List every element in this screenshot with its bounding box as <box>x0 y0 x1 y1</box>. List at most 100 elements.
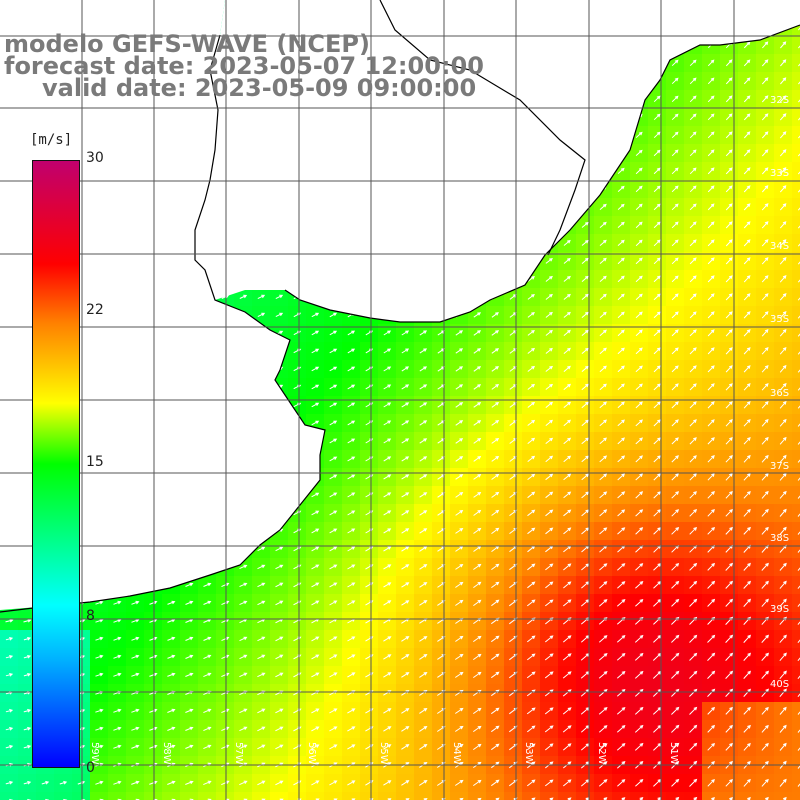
wind-arrow <box>725 131 733 139</box>
wind-arrow <box>707 149 715 157</box>
wind-arrow <box>761 275 769 283</box>
coastline <box>0 0 800 613</box>
wind-arrow <box>797 387 800 391</box>
wind-arrow <box>329 636 338 642</box>
wind-arrow <box>562 707 572 715</box>
wind-arrow <box>617 779 626 787</box>
wind-arrow <box>581 437 590 445</box>
wind-arrow <box>581 239 589 246</box>
wind-arrow <box>780 41 787 49</box>
wind-arrow <box>185 744 194 749</box>
wind-arrow <box>653 491 662 499</box>
wind-arrow <box>563 419 572 427</box>
wind-arrow <box>599 509 608 517</box>
wind-arrow <box>347 492 356 498</box>
wind-arrow <box>725 634 734 643</box>
wind-arrow <box>761 167 769 175</box>
wind-arrow <box>653 419 661 427</box>
wind-arrow <box>671 365 679 373</box>
wind-speed-cell <box>90 792 108 800</box>
wind-arrow <box>798 27 800 31</box>
wind-arrow <box>275 582 284 588</box>
wind-speed-cell <box>792 540 800 558</box>
wind-arrow <box>149 654 158 659</box>
wind-speed-cell <box>72 792 90 800</box>
wind-arrow <box>491 473 500 480</box>
wind-arrow <box>671 580 680 589</box>
wind-arrow <box>779 131 787 139</box>
wind-arrow <box>761 454 769 463</box>
wind-arrow <box>563 347 571 354</box>
wind-arrow <box>689 508 698 517</box>
wind-arrow <box>797 783 800 787</box>
longitude-label: 59W <box>89 742 100 765</box>
wind-arrow <box>383 348 392 354</box>
wind-arrow <box>761 113 769 121</box>
wind-arrow <box>5 655 14 659</box>
wind-arrow <box>779 670 787 680</box>
wind-arrow <box>401 672 410 678</box>
wind-arrow <box>149 672 158 677</box>
wind-arrow <box>707 365 715 373</box>
legend-tick-30: 30 <box>86 150 104 166</box>
wind-arrow <box>473 509 482 516</box>
wind-arrow <box>761 742 769 751</box>
wind-arrow <box>563 491 572 499</box>
wind-arrow <box>221 780 230 786</box>
wind-arrow <box>798 45 800 49</box>
wind-arrow <box>23 673 32 677</box>
wind-arrow <box>473 635 482 643</box>
wind-arrow <box>798 135 800 139</box>
wind-arrow <box>419 348 428 354</box>
wind-arrow <box>491 312 499 318</box>
wind-speed-cell <box>54 792 72 800</box>
wind-arrow <box>779 221 787 229</box>
wind-arrow <box>257 564 266 570</box>
wind-arrow <box>401 510 410 516</box>
wind-arrow <box>671 437 679 445</box>
wind-arrow <box>743 580 752 589</box>
wind-arrow <box>743 221 751 229</box>
wind-arrow <box>634 688 644 697</box>
wind-arrow <box>689 526 698 535</box>
wind-arrow <box>23 637 32 641</box>
wind-speed-cell <box>360 792 378 800</box>
wind-arrow <box>617 203 625 210</box>
wind-arrow <box>635 203 643 211</box>
wind-arrow <box>797 513 800 517</box>
wind-arrow <box>725 455 733 463</box>
wind-arrow <box>455 438 464 444</box>
wind-arrow <box>275 564 284 570</box>
title-valid-date: valid date: 2023-05-09 09:00:00 <box>42 74 477 102</box>
wind-arrow <box>477 797 482 800</box>
latitude-label: 40S <box>770 679 789 690</box>
wind-arrow <box>455 474 464 480</box>
wind-arrow <box>797 315 800 319</box>
wind-arrow <box>617 563 626 571</box>
wind-arrow <box>599 455 608 463</box>
wind-arrow <box>617 239 625 246</box>
wind-arrow <box>761 634 770 643</box>
wind-arrow <box>689 59 697 67</box>
wind-arrow <box>41 780 50 785</box>
wind-arrow <box>635 455 643 463</box>
wind-arrow <box>491 653 500 661</box>
color-legend: [m/s] 30 22 15 8 0 <box>0 128 120 778</box>
wind-arrow <box>401 564 410 570</box>
wind-arrow <box>311 528 320 534</box>
wind-arrow <box>689 634 698 643</box>
wind-arrow <box>617 383 625 391</box>
wind-arrow <box>545 365 554 372</box>
wind-arrow <box>113 672 122 677</box>
wind-speed-cell <box>792 702 800 720</box>
wind-arrow <box>149 726 158 731</box>
wind-arrow <box>473 402 482 408</box>
wind-arrow <box>635 437 643 445</box>
wind-arrow <box>599 419 607 427</box>
wind-arrow <box>401 492 410 498</box>
legend-tick-8: 8 <box>86 608 95 624</box>
wind-arrow <box>473 384 482 390</box>
wind-arrow <box>707 419 715 427</box>
wind-arrow <box>544 707 554 715</box>
wind-speed-cell <box>36 792 54 800</box>
